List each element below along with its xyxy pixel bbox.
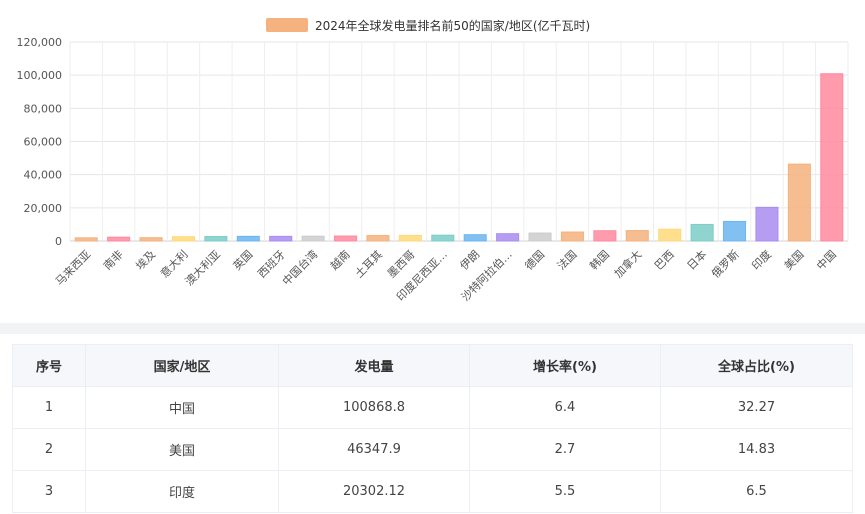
x-tick-label: 英国 xyxy=(230,247,255,272)
x-tick-label: 美国 xyxy=(782,248,807,273)
y-tick-label: 0 xyxy=(55,235,62,248)
table-row[interactable]: 3 印度 20302.12 5.5 6.5 xyxy=(12,470,853,513)
x-tick-label: 巴西 xyxy=(652,248,677,273)
y-tick-label: 100,000 xyxy=(17,69,63,82)
x-tick-label: 印度 xyxy=(749,247,774,272)
cell-index: 1 xyxy=(12,386,86,429)
x-tick-label: 俄罗斯 xyxy=(709,248,742,281)
cell-global-share: 32.27 xyxy=(660,386,853,429)
x-tick-label: 中国台湾 xyxy=(279,247,320,288)
chart-panel: 2024年全球发电量排名前50的国家/地区(亿千瓦时) 0 20,000 40,00… xyxy=(0,0,865,323)
ranking-table: 序号 国家/地区 发电量 增长率(%) 全球占比(%) 1 中国 100868.… xyxy=(12,344,853,513)
y-tick-label: 40,000 xyxy=(24,169,63,182)
bar[interactable] xyxy=(723,220,747,242)
cell-index: 3 xyxy=(12,470,86,513)
x-tick-label: 日本 xyxy=(684,247,709,272)
x-tick-label: 澳大利亚 xyxy=(182,247,223,288)
x-tick-label: 德国 xyxy=(522,247,547,272)
x-tick-label: 土耳其 xyxy=(353,248,386,281)
cell-generation: 46347.9 xyxy=(278,428,470,471)
bar[interactable] xyxy=(171,236,195,242)
cell-generation: 20302.12 xyxy=(278,470,470,513)
x-tick-label: 法国 xyxy=(554,247,579,272)
bar-series xyxy=(74,73,844,242)
bar[interactable] xyxy=(334,235,358,242)
bar[interactable] xyxy=(820,73,844,242)
y-tick-label: 20,000 xyxy=(24,202,63,215)
bar[interactable] xyxy=(755,206,779,242)
bar-chart: 2024年全球发电量排名前50的国家/地区(亿千瓦时) 0 20,000 40,00… xyxy=(17,18,849,304)
cell-country: 中国 xyxy=(85,386,279,429)
cell-country: 印度 xyxy=(85,470,279,513)
cell-generation: 100868.8 xyxy=(278,386,470,429)
header-generation[interactable]: 发电量 xyxy=(278,344,470,387)
cell-growth-rate: 5.5 xyxy=(469,470,661,513)
table-header-row: 序号 国家/地区 发电量 增长率(%) 全球占比(%) xyxy=(12,344,853,387)
bar[interactable] xyxy=(269,235,293,242)
cell-global-share: 14.83 xyxy=(660,428,853,471)
bar[interactable] xyxy=(74,237,98,242)
x-tick-label: 马来西亚 xyxy=(53,248,93,288)
chart-legend[interactable]: 2024年全球发电量排名前50的国家/地区(亿千瓦时) xyxy=(266,18,590,33)
bar[interactable] xyxy=(463,234,487,242)
bar[interactable] xyxy=(431,234,455,242)
bar[interactable] xyxy=(398,234,422,242)
cell-country: 美国 xyxy=(85,428,279,471)
y-tick-label: 80,000 xyxy=(24,102,63,115)
bar[interactable] xyxy=(301,235,325,242)
y-tick-label: 120,000 xyxy=(17,36,63,49)
bar[interactable] xyxy=(236,235,260,242)
cell-index: 2 xyxy=(12,428,86,471)
cell-growth-rate: 6.4 xyxy=(469,386,661,429)
header-country[interactable]: 国家/地区 xyxy=(85,344,279,387)
table-panel: 序号 国家/地区 发电量 增长率(%) 全球占比(%) 1 中国 100868.… xyxy=(0,334,865,514)
x-tick-label: 加拿大 xyxy=(611,247,644,280)
bar[interactable] xyxy=(625,230,649,242)
grid-layer xyxy=(69,41,849,242)
x-tick-label: 韩国 xyxy=(587,247,612,272)
bar[interactable] xyxy=(204,236,228,242)
bar[interactable] xyxy=(139,237,163,242)
x-tick-label: 埃及 xyxy=(133,247,158,272)
bar[interactable] xyxy=(690,223,714,242)
bar[interactable] xyxy=(107,236,131,242)
bar[interactable] xyxy=(528,232,552,242)
x-tick-label: 中国 xyxy=(814,248,839,273)
legend-label: 2024年全球发电量排名前50的国家/地区(亿千瓦时) xyxy=(315,18,590,33)
cell-growth-rate: 2.7 xyxy=(469,428,661,471)
bar[interactable] xyxy=(560,231,584,242)
legend-swatch xyxy=(266,18,308,32)
header-index[interactable]: 序号 xyxy=(12,344,86,387)
bar[interactable] xyxy=(496,233,520,242)
x-tick-label: 伊朗 xyxy=(458,248,483,273)
y-axis: 0 20,000 40,000 60,000 80,000 100,000 120,000 xyxy=(17,36,63,248)
header-global-share[interactable]: 全球占比(%) xyxy=(660,344,853,387)
y-tick-label: 60,000 xyxy=(24,136,63,149)
bar[interactable] xyxy=(658,228,682,242)
bar[interactable] xyxy=(593,230,617,242)
x-tick-label: 越南 xyxy=(327,247,352,272)
bar[interactable] xyxy=(787,163,811,242)
table-row[interactable]: 2 美国 46347.9 2.7 14.83 xyxy=(12,428,853,471)
header-growth-rate[interactable]: 增长率(%) xyxy=(469,344,661,387)
table-row[interactable]: 1 中国 100868.8 6.4 32.27 xyxy=(12,386,853,429)
cell-global-share: 6.5 xyxy=(660,470,853,513)
bar[interactable] xyxy=(366,235,390,242)
x-tick-label: 南非 xyxy=(101,248,126,273)
